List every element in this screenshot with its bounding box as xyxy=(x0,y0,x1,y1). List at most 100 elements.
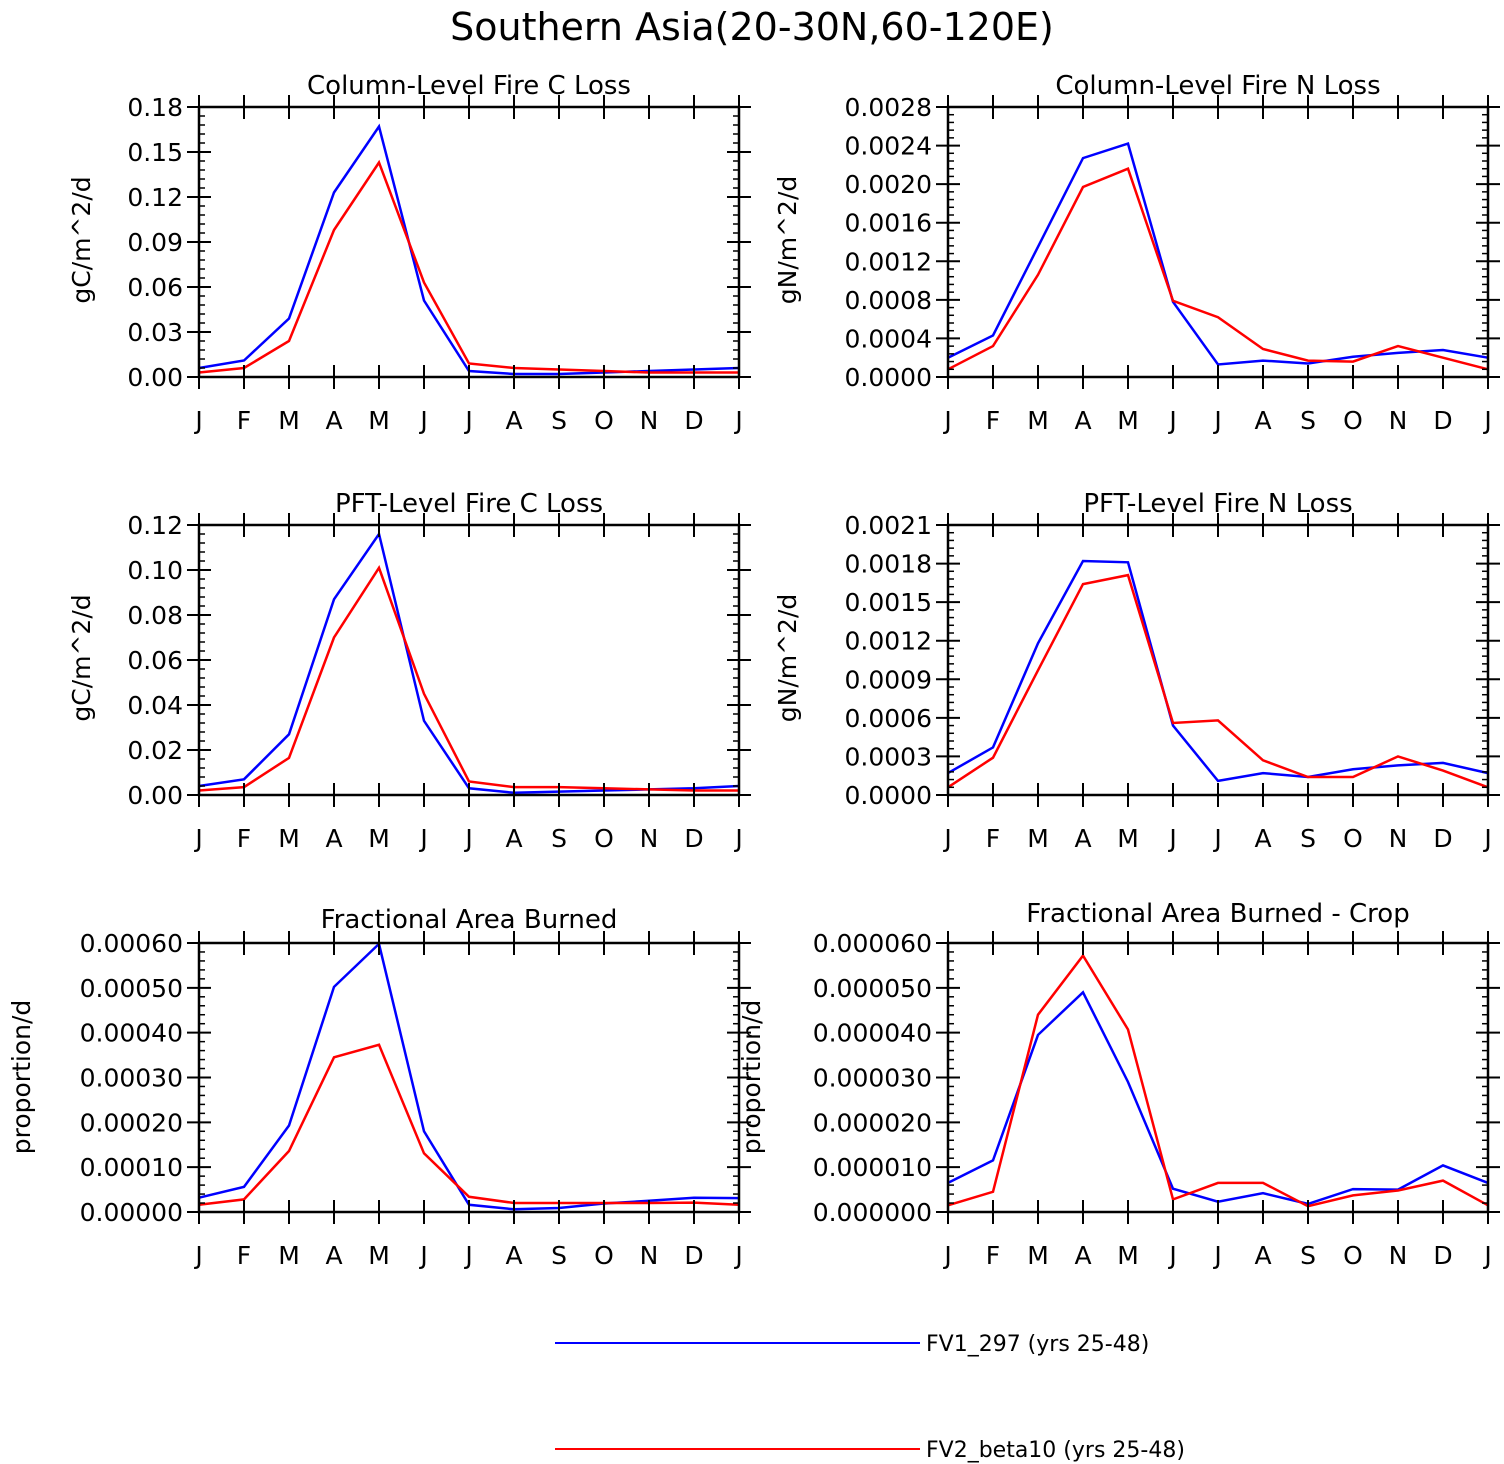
y-tick-label: 0.00 xyxy=(127,781,183,810)
y-tick-label: 0.18 xyxy=(127,93,183,122)
y-tick-label: 0.06 xyxy=(127,273,183,302)
x-tick-label: J xyxy=(463,824,472,853)
series-line-2 xyxy=(947,167,1489,371)
series-line-1 xyxy=(947,142,1489,366)
y-tick-label: 0.0015 xyxy=(845,588,932,617)
y-tick-label: 0.000050 xyxy=(813,974,932,1003)
x-tick-label: N xyxy=(1389,824,1408,853)
x-tick-label: M xyxy=(1027,824,1049,853)
x-tick-label: M xyxy=(1117,1241,1139,1270)
x-tick-label: D xyxy=(1433,824,1452,853)
x-tick-label: F xyxy=(237,406,251,435)
y-tick-label: 0.0016 xyxy=(845,209,932,238)
y-tick-label: 0.12 xyxy=(127,183,183,212)
x-tick-label: J xyxy=(1212,406,1221,435)
y-tick-label: 0.0012 xyxy=(845,627,932,656)
y-tick-label: 0.00030 xyxy=(80,1064,183,1093)
y-axis-label: gC/m^2/d xyxy=(67,594,96,721)
x-tick-label: D xyxy=(684,406,703,435)
y-tick-label: 0.000000 xyxy=(813,1198,932,1227)
x-tick-label: A xyxy=(325,824,342,853)
panel-title: Fractional Area Burned xyxy=(321,905,618,935)
x-tick-label: M xyxy=(1117,406,1139,435)
y-tick-label: 0.02 xyxy=(127,736,183,765)
x-tick-label: J xyxy=(1482,1241,1491,1270)
x-tick-label: O xyxy=(1343,824,1363,853)
y-tick-label: 0.0020 xyxy=(845,170,932,199)
series-line-2 xyxy=(947,573,1489,789)
x-tick-label: J xyxy=(1482,824,1491,853)
x-tick-label: J xyxy=(1212,824,1221,853)
x-tick-label: S xyxy=(551,1241,567,1270)
x-tick-label: S xyxy=(1300,406,1316,435)
x-tick-label: F xyxy=(986,1241,1000,1270)
x-tick-label: S xyxy=(1300,824,1316,853)
y-tick-label: 0.00050 xyxy=(80,974,183,1003)
y-axis-label: proportion/d xyxy=(737,1000,766,1155)
y-tick-label: 0.09 xyxy=(127,228,183,257)
x-tick-label: O xyxy=(594,1241,614,1270)
series-line-2 xyxy=(198,564,739,792)
y-tick-label: 0.000030 xyxy=(813,1064,932,1093)
x-tick-label: J xyxy=(733,406,742,435)
y-tick-label: 0.0003 xyxy=(845,742,932,771)
y-axis-label: proportion/d xyxy=(7,1000,36,1155)
x-tick-label: J xyxy=(193,824,202,853)
x-tick-label: M xyxy=(1117,824,1139,853)
y-tick-label: 0.000010 xyxy=(813,1153,932,1182)
y-axis-label: gN/m^2/d xyxy=(773,594,802,723)
x-tick-label: N xyxy=(1389,1241,1408,1270)
y-tick-label: 0.15 xyxy=(127,138,183,167)
x-tick-label: M xyxy=(1027,1241,1049,1270)
y-tick-label: 0.000020 xyxy=(813,1108,932,1137)
legend: FV1_297 (yrs 25-48) FV2_beta10 (yrs 25-4… xyxy=(555,1332,1185,1463)
figure-title: Southern Asia(20-30N,60-120E) xyxy=(450,5,1054,49)
x-tick-label: A xyxy=(505,824,522,853)
y-tick-label: 0.06 xyxy=(127,646,183,675)
series-line-1 xyxy=(198,941,740,1211)
x-tick-label: J xyxy=(193,1241,202,1270)
x-tick-label: F xyxy=(986,824,1000,853)
x-tick-label: N xyxy=(640,824,659,853)
series-line-2 xyxy=(198,1043,740,1207)
chart-panel-6: Fractional Area Burned - Crop proportion/… xyxy=(737,899,1500,1270)
x-tick-label: J xyxy=(463,406,472,435)
x-tick-label: M xyxy=(278,406,300,435)
plot-frame xyxy=(946,941,1490,1214)
y-tick-label: 0.00000 xyxy=(80,1198,183,1227)
x-tick-label: M xyxy=(278,1241,300,1270)
x-tick-label: J xyxy=(733,1241,742,1270)
y-tick-label: 0.000060 xyxy=(813,929,932,958)
x-tick-label: J xyxy=(193,406,202,435)
x-tick-label: A xyxy=(1254,824,1271,853)
x-tick-label: M xyxy=(368,1241,390,1270)
x-tick-label: D xyxy=(1433,406,1452,435)
x-tick-label: J xyxy=(1167,406,1176,435)
y-tick-label: 0.03 xyxy=(127,318,183,347)
x-tick-label: S xyxy=(1300,1241,1316,1270)
series-line-2 xyxy=(947,953,1489,1208)
y-tick-label: 0.0028 xyxy=(845,93,932,122)
y-axis-label: gN/m^2/d xyxy=(773,176,802,305)
x-tick-label: N xyxy=(640,1241,659,1270)
x-tick-label: M xyxy=(368,406,390,435)
legend-label-series-1: FV1_297 (yrs 25-48) xyxy=(926,1332,1149,1357)
x-tick-label: J xyxy=(942,824,951,853)
y-tick-label: 0.0024 xyxy=(845,132,932,161)
x-tick-label: J xyxy=(418,1241,427,1270)
x-tick-label: A xyxy=(505,406,522,435)
x-tick-label: A xyxy=(1254,1241,1271,1270)
x-tick-label: O xyxy=(1343,406,1363,435)
y-tick-label: 0.00020 xyxy=(80,1108,183,1137)
x-tick-label: J xyxy=(1482,406,1491,435)
plot-frame xyxy=(197,941,741,1214)
x-tick-label: D xyxy=(1433,1241,1452,1270)
legend-label-series-2: FV2_beta10 (yrs 25-48) xyxy=(926,1438,1185,1463)
x-tick-label: J xyxy=(1212,1241,1221,1270)
x-tick-label: J xyxy=(733,824,742,853)
y-tick-label: 0.00060 xyxy=(80,929,183,958)
